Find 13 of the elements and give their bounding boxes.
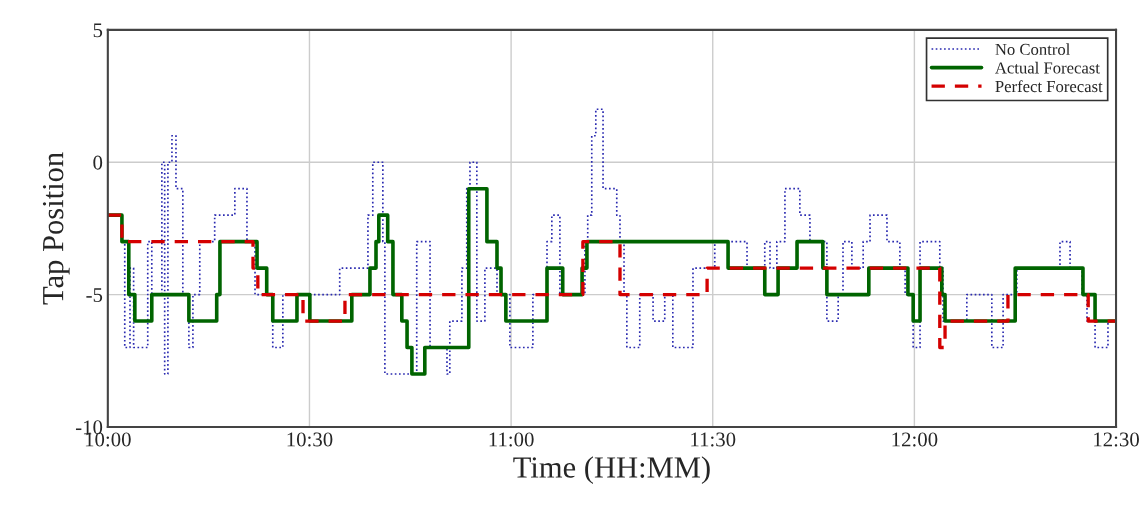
y-axis-title: Tap Position [42,152,70,305]
x-tick-label: 10:30 [287,432,333,447]
legend-label: Perfect Forecast [995,80,1103,93]
x-tick-label: 12:30 [1094,432,1139,447]
x-tick-label: 12:00 [892,432,938,447]
y-tick-label: 0 [93,155,103,170]
y-tick-label: -5 [86,288,103,303]
x-axis-title: Time (HH:MM) [513,456,710,484]
legend-label: Actual Forecast [995,61,1100,74]
x-tick-label: 11:00 [489,432,534,447]
x-tick-label: 11:30 [691,432,736,447]
legend-label: No Control [995,43,1070,56]
y-tick-label: 5 [93,23,103,38]
